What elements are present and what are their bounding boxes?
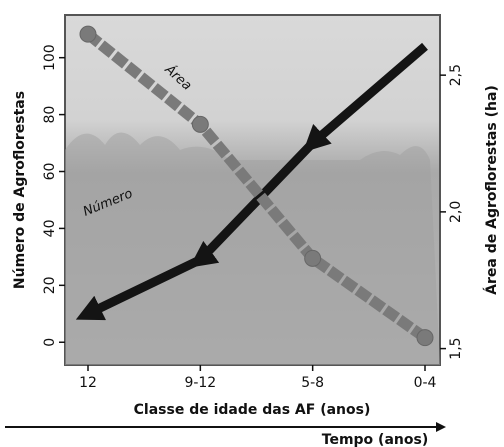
- y-tick-label: 0: [42, 338, 58, 347]
- x-axis-label: Classe de idade das AF (anos): [134, 402, 371, 418]
- y-tick-label: 60: [42, 163, 58, 181]
- y2-tick-label: 2,5: [448, 64, 464, 86]
- page: Número de Agroflorestas Área de Agroflor…: [0, 0, 504, 447]
- x-tick-label: 12: [79, 375, 97, 391]
- area-point: [192, 116, 208, 132]
- chart: Número de Agroflorestas Área de Agroflor…: [0, 0, 504, 447]
- forest-silhouette: [65, 133, 440, 366]
- y2-axis-label: Área de Agroflorestas (ha): [483, 85, 500, 295]
- area-point: [417, 330, 433, 346]
- time-label: Tempo (anos): [322, 432, 428, 447]
- y-tick-label: 20: [42, 276, 58, 294]
- y-tick-label: 40: [42, 220, 58, 238]
- x-tick-label: 9-12: [184, 375, 216, 391]
- y2-tick-label: 2,0: [448, 201, 464, 223]
- area-point: [80, 26, 96, 42]
- y2-tick-label: 1,5: [448, 337, 464, 359]
- time-arrow-head: [436, 422, 446, 432]
- y-axis-label: Número de Agroflorestas: [12, 91, 28, 289]
- area-point: [305, 250, 321, 266]
- y-tick-label: 100: [42, 44, 58, 71]
- y-tick-label: 80: [42, 106, 58, 124]
- x-tick-label: 0-4: [414, 375, 437, 391]
- x-tick-label: 5-8: [301, 375, 324, 391]
